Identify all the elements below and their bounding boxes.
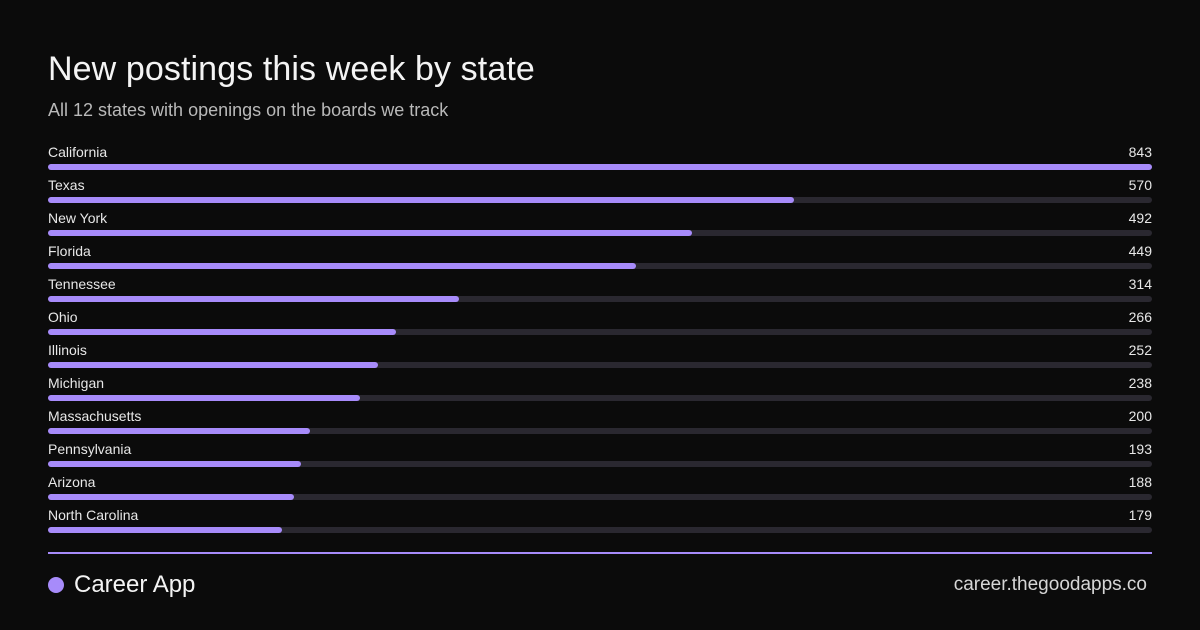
chart-title: New postings this week by state xyxy=(48,50,535,88)
bar-label: Michigan xyxy=(48,375,105,391)
bar-label: Massachusetts xyxy=(48,408,142,424)
bar-value-label: 449 xyxy=(1128,243,1152,259)
bar-row: Texas 570 xyxy=(48,176,1152,209)
bar-label: Illinois xyxy=(48,342,87,358)
bar-value-label: 193 xyxy=(1128,441,1152,457)
bar-track xyxy=(48,362,1152,368)
bar xyxy=(48,263,636,269)
bar-track xyxy=(48,296,1152,302)
bar-row: Illinois 252 xyxy=(48,341,1152,374)
bar xyxy=(48,296,460,302)
bar-row: Arizona 188 xyxy=(48,473,1152,506)
bar-track xyxy=(48,329,1152,335)
bar-row: Pennsylvania 193 xyxy=(48,440,1152,473)
bar xyxy=(48,395,360,401)
bar-label: Tennessee xyxy=(48,276,116,292)
footer-divider xyxy=(48,552,1152,554)
bar-row: Massachusetts 200 xyxy=(48,407,1152,440)
bar-chart: California 843 Texas 570 New York 492 Florida 4… xyxy=(48,143,1152,539)
bar-value-label: 188 xyxy=(1128,474,1152,490)
bar-value-label: 252 xyxy=(1128,342,1152,358)
bar-track xyxy=(48,527,1152,533)
bar-track xyxy=(48,461,1152,467)
brand-name: Career App xyxy=(74,571,196,598)
bar-track xyxy=(48,263,1152,269)
bar xyxy=(48,164,1152,170)
bar-row: Tennessee 314 xyxy=(48,275,1152,308)
bar-value-label: 266 xyxy=(1128,309,1152,325)
bar-label: New York xyxy=(48,210,108,226)
bar xyxy=(48,230,693,236)
bar-row: North Carolina 179 xyxy=(48,506,1152,539)
bar-value-label: 843 xyxy=(1128,144,1152,160)
bar xyxy=(48,527,283,533)
bar xyxy=(48,461,301,467)
bar-value-label: 570 xyxy=(1128,177,1152,193)
bar-label: North Carolina xyxy=(48,507,139,523)
site-url: career.thegoodapps.co xyxy=(953,574,1147,595)
bar-row: Michigan 238 xyxy=(48,374,1152,407)
bar-value-label: 179 xyxy=(1128,507,1152,523)
bar-value-label: 314 xyxy=(1128,276,1152,292)
bar xyxy=(48,329,397,335)
bar-row: Florida 449 xyxy=(48,242,1152,275)
bar-row: New York 492 xyxy=(48,209,1152,242)
bar-value-label: 238 xyxy=(1128,375,1152,391)
bar-row: Ohio 266 xyxy=(48,308,1152,341)
bar-row: California 843 xyxy=(48,143,1152,176)
bar xyxy=(48,494,295,500)
bar-value-label: 492 xyxy=(1128,210,1152,226)
brand: Career App xyxy=(48,570,195,600)
bar xyxy=(48,197,795,203)
bar-track xyxy=(48,164,1152,170)
bar-track xyxy=(48,395,1152,401)
bar-track xyxy=(48,428,1152,434)
bar-label: Ohio xyxy=(48,309,78,325)
bar-label: Texas xyxy=(48,177,85,193)
bar-track xyxy=(48,230,1152,236)
chart-subtitle: All 12 states with openings on the board… xyxy=(48,100,449,120)
bar-track xyxy=(48,197,1152,203)
bar-label: Arizona xyxy=(48,474,96,490)
bar-label: California xyxy=(48,144,108,160)
bar-label: Florida xyxy=(48,243,91,259)
bar-label: Pennsylvania xyxy=(48,441,132,457)
bar-value-label: 200 xyxy=(1128,408,1152,424)
brand-dot-icon xyxy=(48,577,64,593)
bar xyxy=(48,362,379,368)
bar-track xyxy=(48,494,1152,500)
bar xyxy=(48,428,310,434)
